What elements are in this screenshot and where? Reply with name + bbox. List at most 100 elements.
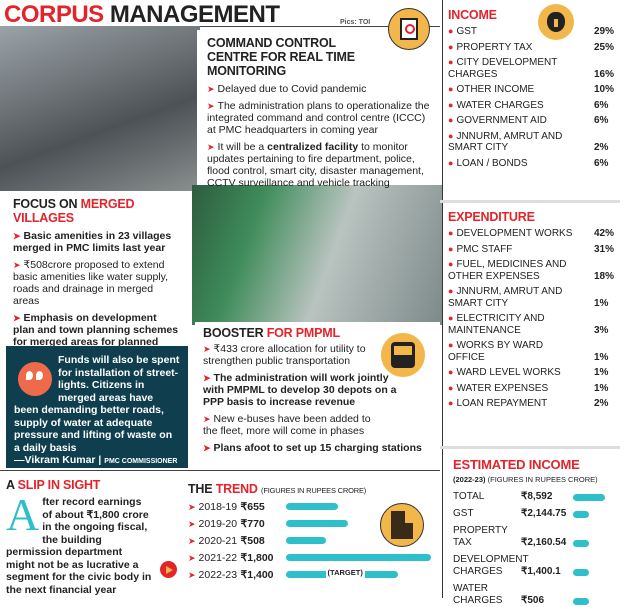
list-item: ● OTHER INCOME 10% — [448, 84, 618, 96]
arrow-icon: ➤ — [188, 552, 196, 563]
bullet-icon: ● — [448, 99, 454, 110]
list-item: ● WORKS BY WARD OFFICE 1% — [448, 340, 618, 363]
slip-section: A SLIP IN SIGHT A fter record earnings o… — [6, 478, 152, 596]
list-item: ● LOAN / BONDS 6% — [448, 158, 618, 170]
list-item: ● WATER EXPENSES 1% — [448, 383, 618, 395]
command-centre-section: COMMAND CONTROL CENTRE FOR REAL TIME MON… — [197, 30, 440, 189]
bullet-icon: ● — [448, 340, 454, 350]
item-value: 1% — [594, 367, 609, 378]
item-value: 10% — [594, 84, 615, 95]
item-value: 1% — [594, 351, 609, 363]
divider — [440, 446, 620, 449]
bullet-icon: ● — [448, 130, 454, 141]
bullet-icon: ● — [448, 115, 454, 125]
item-value: 6% — [594, 115, 609, 126]
list-item: ● PMC STAFF 31% — [448, 244, 618, 256]
arrow-icon: ➤ — [207, 84, 215, 94]
bullet-icon: ● — [448, 382, 454, 393]
arrow-icon: ➤ — [207, 101, 215, 111]
item-value: 6% — [594, 99, 609, 111]
item-label: WARD LEVEL WORKS — [456, 367, 561, 378]
estimated-row: DEVELOPMENT CHARGES ₹1,400.1 — [453, 554, 633, 578]
item-label: DEVELOPMENT WORKS — [456, 228, 573, 239]
estimated-income-section: ESTIMATED INCOME (2022-23) (FIGURES IN R… — [453, 458, 633, 607]
arrow-icon: ➤ — [13, 313, 21, 323]
quote-section: Funds will also be spent for installatio… — [6, 346, 188, 468]
list-item: ● WARD LEVEL WORKS 1% — [448, 367, 618, 379]
item-label: WATER CHARGES — [456, 99, 544, 111]
bullet-icon: ● — [448, 228, 454, 238]
bullet-icon: ● — [448, 398, 454, 408]
merged-villages-section: FOCUS ON MERGED VILLAGES ➤ Basic amenitie… — [6, 192, 188, 360]
estimated-bar — [573, 598, 589, 605]
item-value: 1% — [594, 297, 609, 309]
item-value: 25% — [594, 41, 615, 53]
photo-credit: Pics: TOI — [340, 19, 371, 26]
item-label: FUEL, MEDICINES AND OTHER EXPENSES — [448, 259, 567, 282]
street-photo — [0, 26, 200, 191]
list-item: ● WATER CHARGES 6% — [448, 100, 618, 112]
item-label: PMC STAFF — [456, 243, 513, 255]
list-item: ● GOVERNMENT AID 6% — [448, 115, 618, 127]
receipt-magnifier-icon — [388, 8, 430, 50]
trend-row: ➤ 2021-22 ₹1,800 — [188, 549, 438, 566]
item-value: 29% — [594, 26, 615, 37]
arrow-icon: ➤ — [188, 569, 196, 580]
arrow-icon: ➤ — [203, 443, 211, 453]
item-label: WATER EXPENSES — [456, 382, 549, 394]
item-label: JNNURM, AMRUT AND SMART CITY — [448, 286, 563, 309]
trend-bar — [285, 554, 431, 561]
money-bag-icon — [538, 4, 574, 40]
booster-pmpml-section: BOOSTER FOR PMPML ➤ ₹433 crore allocation… — [195, 322, 440, 468]
estimated-bar — [573, 511, 589, 518]
item-value: 2% — [594, 142, 609, 153]
divider — [0, 26, 440, 27]
building-icon — [380, 503, 424, 547]
trend-row: ➤ 2022-23 ₹1,400 (TARGET) — [188, 566, 438, 583]
arrow-icon: ➤ — [13, 260, 21, 270]
item-value: 31% — [594, 243, 615, 255]
bullet-icon: ● — [448, 243, 454, 254]
item-value: 6% — [594, 157, 609, 169]
list-item: ● PROPERTY TAX 25% — [448, 42, 618, 54]
arrow-icon: ➤ — [203, 414, 211, 424]
item-value: 2% — [594, 398, 609, 409]
item-value: 16% — [594, 68, 615, 80]
bullet-icon: ● — [448, 367, 454, 377]
trend-bar: (TARGET) — [285, 568, 399, 578]
list-item: ● FUEL, MEDICINES AND OTHER EXPENSES 18% — [448, 259, 618, 282]
trend-row: ➤ 2019-20 ₹770 — [188, 515, 438, 532]
trend-bar — [285, 537, 327, 544]
divider — [442, 0, 443, 598]
item-label: PROPERTY TAX — [456, 41, 533, 53]
item-label: GOVERNMENT AID — [456, 115, 547, 126]
estimated-row: PROPERTY TAX ₹2,160.54 — [453, 525, 633, 549]
bullet-icon: ● — [448, 57, 454, 67]
estimated-row: GST ₹2,144.75 — [453, 508, 633, 520]
bullet-icon: ● — [448, 41, 454, 52]
estimated-row: TOTAL ₹8,592 — [453, 491, 633, 503]
trend-bar — [285, 520, 348, 527]
list-item: ● ELECTRICITY AND MAINTENANCE 3% — [448, 313, 618, 336]
arrow-icon: ➤ — [188, 535, 196, 546]
arrow-icon: ➤ — [188, 518, 196, 529]
divider — [440, 200, 620, 203]
trend-row: ➤ 2018-19 ₹655 — [188, 498, 438, 515]
item-label: WORKS BY WARD OFFICE — [448, 340, 544, 363]
page-header: CORPUS MANAGEMENT — [4, 1, 280, 28]
divider — [0, 470, 440, 471]
item-label: ELECTRICITY AND MAINTENANCE — [448, 313, 545, 336]
bullet-icon: ● — [448, 313, 454, 323]
estimated-row: WATER CHARGES ₹506 — [453, 583, 633, 607]
list-item: ● JNNURM, AMRUT AND SMART CITY 2% — [448, 131, 618, 154]
bus-icon — [381, 333, 425, 377]
trend-row: ➤ 2020-21 ₹508 — [188, 532, 438, 549]
item-label: JNNURM, AMRUT AND SMART CITY — [448, 130, 563, 154]
trend-bar — [285, 503, 339, 510]
item-label: OTHER INCOME — [456, 84, 535, 95]
arrow-icon: ➤ — [203, 344, 211, 354]
list-item: ● GST 29% — [448, 26, 618, 38]
estimated-bar — [573, 569, 589, 576]
list-item: ● LOAN REPAYMENT 2% — [448, 398, 618, 410]
estimated-bar — [573, 540, 590, 547]
